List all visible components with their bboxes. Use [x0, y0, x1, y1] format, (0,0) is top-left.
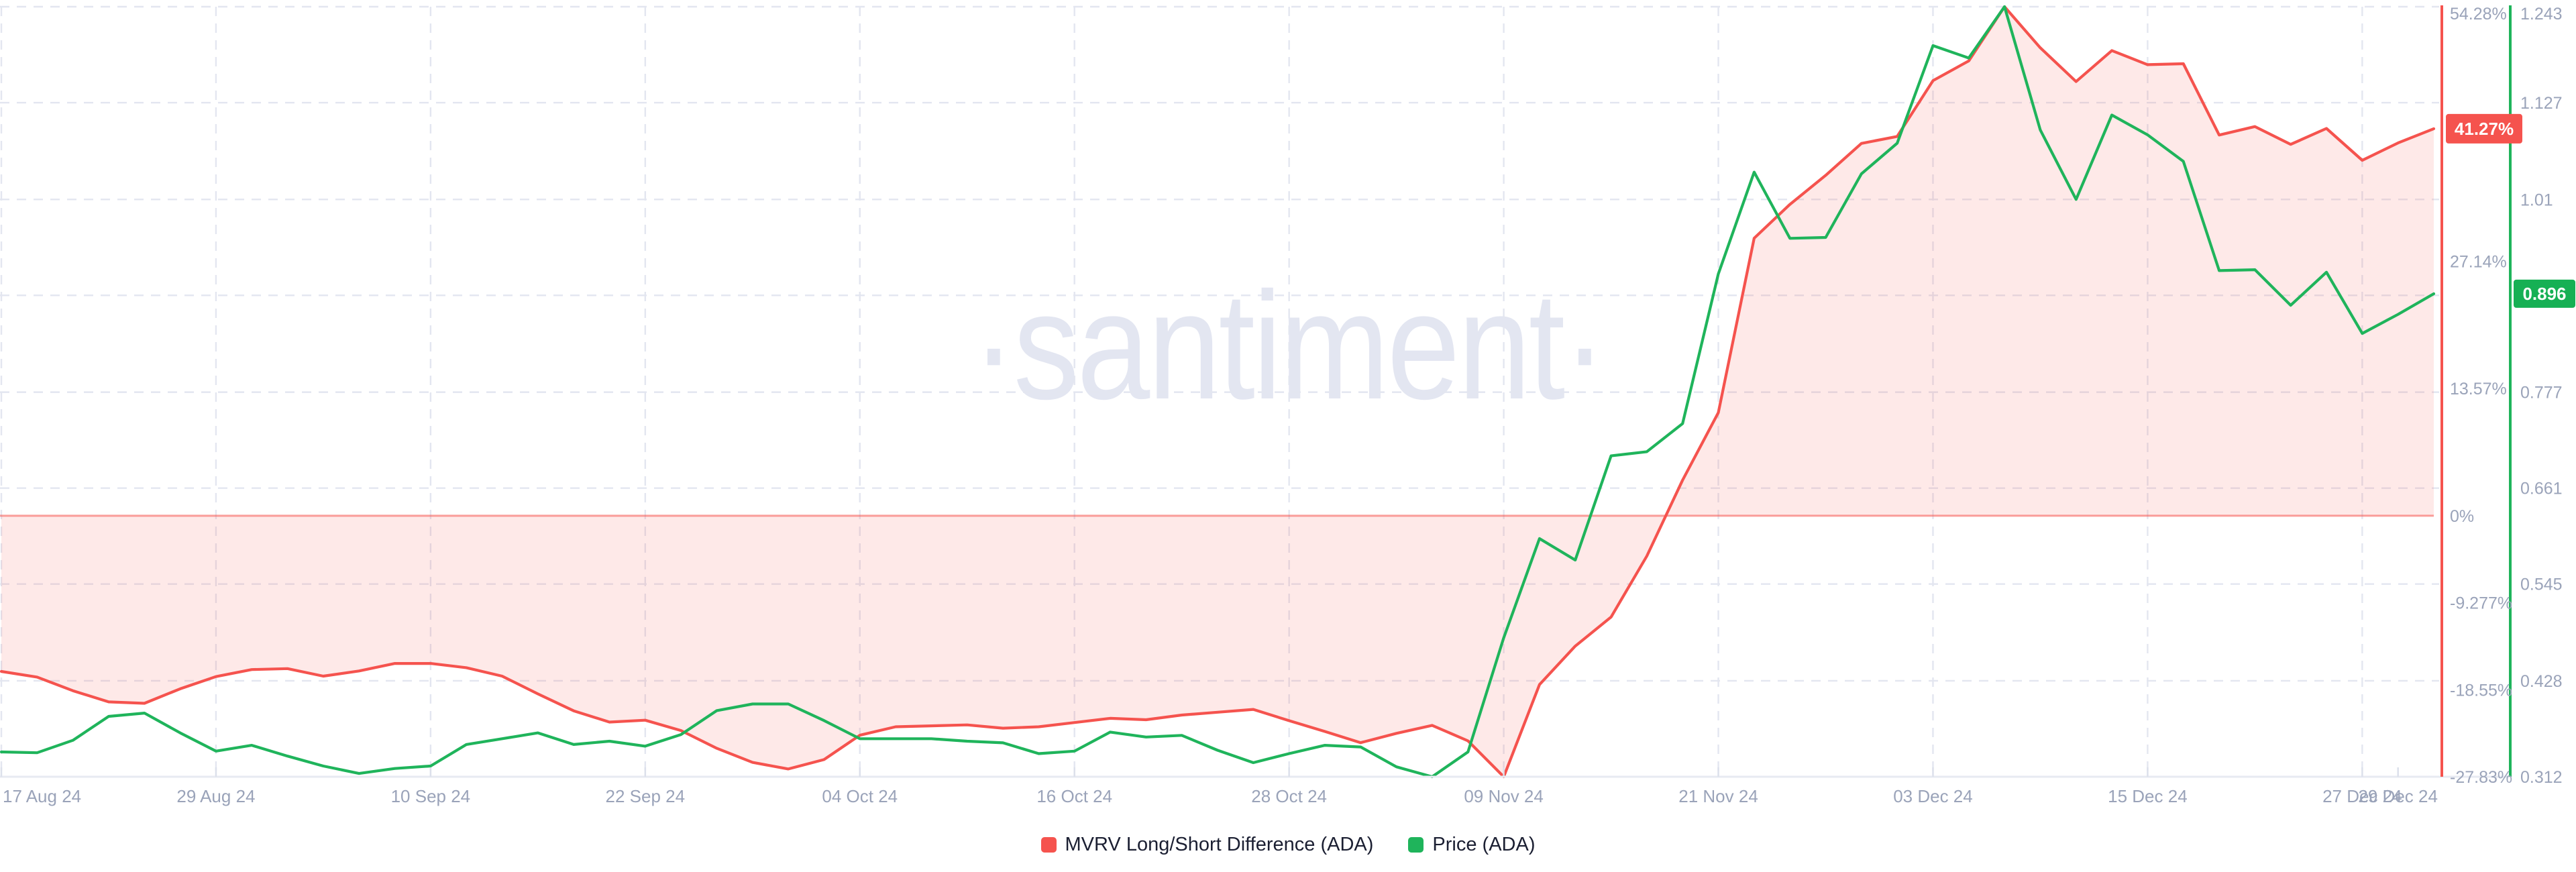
- price-tick-label: 0.428: [2520, 672, 2563, 691]
- x-tick-label: 04 Oct 24: [822, 786, 898, 806]
- price-current-badge-value: 0.896: [2522, 284, 2566, 304]
- price-legend-swatch-icon: [1408, 836, 1424, 853]
- price-tick-label: 0.777: [2520, 384, 2563, 402]
- percent-tick-label: -18.55%: [2450, 681, 2512, 700]
- price-legend-label: Price (ADA): [1432, 833, 1536, 855]
- percent-tick-label: 54.28%: [2450, 5, 2507, 23]
- price-tick-label: 1.127: [2520, 94, 2563, 113]
- price-tick-label: 0.545: [2520, 576, 2563, 594]
- x-tick-label: 09 Nov 24: [1464, 786, 1544, 806]
- mvrv-legend-swatch-icon: [1040, 836, 1057, 853]
- mvrv-legend-label: MVRV Long/Short Difference (ADA): [1065, 833, 1374, 855]
- price-current-badge: [2514, 279, 2575, 308]
- price-tick-label: 1.01: [2520, 190, 2553, 209]
- price-line-series[interactable]: [0, 5, 2436, 779]
- price-tick-label: 0.312: [2520, 768, 2563, 787]
- x-tick-label: 29 Aug 24: [176, 786, 255, 806]
- percent-tick-label: 13.57%: [2450, 380, 2507, 398]
- x-tick-label: 27 Dec 24: [2322, 786, 2402, 806]
- x-tick-label: 16 Oct 24: [1036, 786, 1112, 806]
- x-tick-label: 15 Dec 24: [2108, 786, 2188, 806]
- mvrv-current-badge-value: 41.27%: [2455, 119, 2514, 139]
- mvrv-line-series[interactable]: [0, 5, 2436, 779]
- chart-canvas: 17 Aug 24 29 Aug 24 10 Sep 24 22 Sep 24 04 O…: [0, 5, 2575, 806]
- percent-tick-label: -27.83%: [2450, 768, 2512, 787]
- percent-tick-label: -9.277%: [2450, 594, 2512, 613]
- x-tick-label: 21 Nov 24: [1678, 786, 1758, 806]
- x-tick-label: 28 Oct 24: [1251, 786, 1327, 806]
- legend-item-price[interactable]: Price (ADA): [1408, 833, 1536, 856]
- percent-tick-label: 0%: [2450, 507, 2474, 526]
- x-tick-label: 10 Sep 24: [391, 786, 471, 806]
- x-tick-label: 29 Dec 24: [2358, 786, 2438, 806]
- mvrv-current-badge: [2446, 113, 2522, 144]
- plot-area[interactable]: 17 Aug 24 29 Aug 24 10 Sep 24 22 Sep 24 04 O…: [0, 0, 2576, 825]
- mvrv-area-fill: [1, 7, 2434, 777]
- legend: MVRV Long/Short Difference (ADA) Price (…: [0, 828, 2576, 861]
- price-tick-label: 0.661: [2520, 480, 2563, 498]
- x-tick-label: 03 Dec 24: [1893, 786, 1973, 806]
- percent-tick-label: 27.14%: [2450, 252, 2507, 271]
- price-tick-label: 1.243: [2520, 5, 2563, 23]
- legend-item-mvrv[interactable]: MVRV Long/Short Difference (ADA): [1040, 833, 1374, 856]
- x-tick-label: 22 Sep 24: [606, 786, 686, 806]
- x-tick-label: 17 Aug 24: [3, 786, 81, 806]
